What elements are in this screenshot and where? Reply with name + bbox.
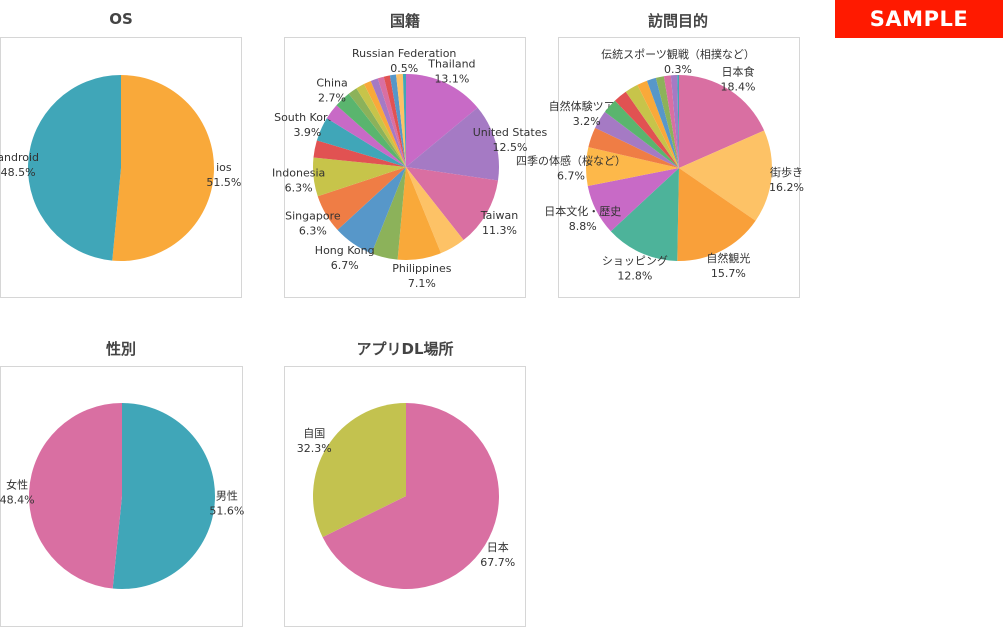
pie-slice-dl_location-1: [313, 403, 406, 538]
chart-title-gender: 性別: [105, 340, 137, 358]
chart-title-nationality: 国籍: [389, 12, 421, 30]
pie-slice-nationality-6: [337, 167, 406, 254]
chart-panel-dl-location: 日本 67.7% 自国 32.3%: [284, 366, 526, 627]
slice-label-purpose-4: 日本文化・歴史 8.8%: [544, 204, 621, 233]
pie-chart-nationality: Thailand 13.1% United States 12.5% Taiwan 11.…: [272, 47, 547, 290]
pie-slice-purpose-5: [586, 147, 679, 187]
slice-label-purpose-5: 四季の体感（桜など） 6.7%: [516, 153, 626, 182]
pie-slice-nationality-13: [348, 88, 406, 167]
slice-label-nationality-10: South Korea 3.9%: [274, 111, 341, 139]
slice-label-gender-0: 男性 51.6%: [209, 488, 244, 517]
pie-slice-dl_location-0: [322, 403, 499, 589]
slice-label-purpose-7: 自然体験ツアー 3.2%: [549, 99, 625, 128]
pie-slice-nationality-3: [406, 167, 464, 254]
pie-slice-gender-1: [29, 403, 122, 589]
chart-title-os: OS: [109, 10, 133, 28]
slice-label-nationality-4: Philippines 7.1%: [392, 262, 452, 290]
slice-label-purpose-3: ショッピング 12.8%: [602, 254, 668, 283]
pie-slice-purpose-11: [637, 80, 679, 168]
pie-chart-gender: 男性 51.6% 女性 48.4%: [0, 403, 244, 589]
slice-label-nationality-2: Taiwan 11.3%: [480, 209, 518, 237]
pie-chart-dl-location: 日本 67.7% 自国 32.3%: [297, 403, 515, 589]
pie-slice-nationality-20: [396, 74, 406, 167]
pie-slice-nationality-19: [389, 74, 406, 167]
pie-slice-purpose-4: [587, 168, 679, 232]
pie-slice-purpose-7: [595, 111, 679, 168]
pie-chart-purpose: 日本食 18.4% 街歩き 16.2% 自然観光 15.7% ショッピング 12.8% 日本文化…: [516, 47, 804, 283]
chart-panel-purpose: 日本食 18.4% 街歩き 16.2% 自然観光 15.7% ショッピング 12.8% 日本文化…: [516, 37, 804, 298]
sample-badge: SAMPLE: [835, 0, 1003, 38]
pie-slice-nationality-2: [406, 167, 499, 241]
pie-slice-purpose-3: [610, 168, 679, 261]
slice-label-os-0: ios 51.5%: [206, 161, 241, 189]
slice-label-dl_location-0: 日本 67.7%: [480, 540, 515, 569]
pie-slice-purpose-13: [655, 76, 679, 168]
slice-label-os-1: android 48.5%: [0, 151, 39, 179]
pie-slice-nationality-5: [371, 167, 406, 260]
pie-slice-os-1: [28, 75, 121, 261]
chart-panel-nationality: Thailand 13.1% United States 12.5% Taiwan 11.…: [272, 37, 547, 298]
pie-slice-nationality-10: [316, 118, 406, 167]
slice-label-purpose-1: 街歩き 16.2%: [769, 165, 804, 194]
slice-label-nationality-6: Hong Kong 6.7%: [315, 244, 375, 272]
slice-label-nationality-12: China 2.7%: [316, 76, 347, 104]
slice-label-gender-1: 女性 48.4%: [0, 478, 35, 507]
slice-label-nationality-0: Thailand 13.1%: [427, 57, 475, 85]
slice-label-nationality-8: Indonesia 6.3%: [272, 167, 325, 195]
pie-slice-nationality-11: [326, 105, 406, 167]
chart-title-dl-location: アプリDL場所: [356, 340, 454, 358]
pie-slice-nationality-4: [397, 167, 441, 260]
pie-slice-gender-0: [112, 403, 216, 589]
pie-slice-nationality-12: [336, 93, 406, 167]
pie-slice-purpose-12: [646, 77, 679, 168]
pie-slice-purpose-16: [677, 75, 679, 168]
pie-slice-nationality-21: [402, 74, 406, 167]
slice-label-purpose-2: 自然観光 15.7%: [706, 251, 750, 280]
pie-slice-nationality-7: [317, 167, 406, 230]
pie-slice-purpose-8: [604, 100, 679, 168]
pie-slice-nationality-18: [383, 75, 406, 167]
chart-panel-os: ios 51.5% android 48.5%: [0, 37, 242, 298]
slice-label-nationality-7: Singapore 6.3%: [285, 210, 341, 238]
pie-slice-nationality-16: [370, 78, 406, 167]
pie-slice-nationality-14: [356, 84, 406, 167]
pie-slice-nationality-17: [377, 76, 406, 167]
chart-title-purpose: 訪問目的: [647, 12, 709, 30]
pie-slice-purpose-0: [679, 75, 765, 168]
pie-slice-purpose-10: [625, 84, 679, 168]
slice-label-purpose-0: 日本食 18.4%: [721, 65, 756, 94]
pie-slice-nationality-1: [406, 107, 499, 181]
chart-panel-gender: 男性 51.6% 女性 48.4%: [0, 366, 244, 627]
slice-label-dl_location-1: 自国 32.3%: [297, 427, 332, 455]
pie-slice-nationality-8: [313, 157, 406, 197]
pie-slice-purpose-9: [614, 91, 679, 168]
pie-slice-nationality-9: [313, 140, 406, 167]
pie-slice-purpose-1: [679, 130, 772, 221]
pie-slice-purpose-2: [677, 168, 756, 261]
pie-slice-purpose-6: [588, 127, 679, 168]
pie-slice-nationality-15: [363, 80, 406, 167]
pie-slice-purpose-15: [670, 75, 679, 168]
pie-chart-os: ios 51.5% android 48.5%: [0, 75, 241, 261]
slice-label-nationality-1: United States 12.5%: [473, 126, 548, 154]
pie-slice-os-0: [112, 75, 214, 261]
slice-label-purpose-16: 伝統スポーツ観戦（相撲など） 0.3%: [601, 47, 755, 76]
pie-slice-purpose-14: [663, 75, 679, 168]
slice-label-nationality-21: Russian Federation 0.5%: [352, 47, 456, 75]
pie-slice-nationality-0: [406, 74, 478, 167]
